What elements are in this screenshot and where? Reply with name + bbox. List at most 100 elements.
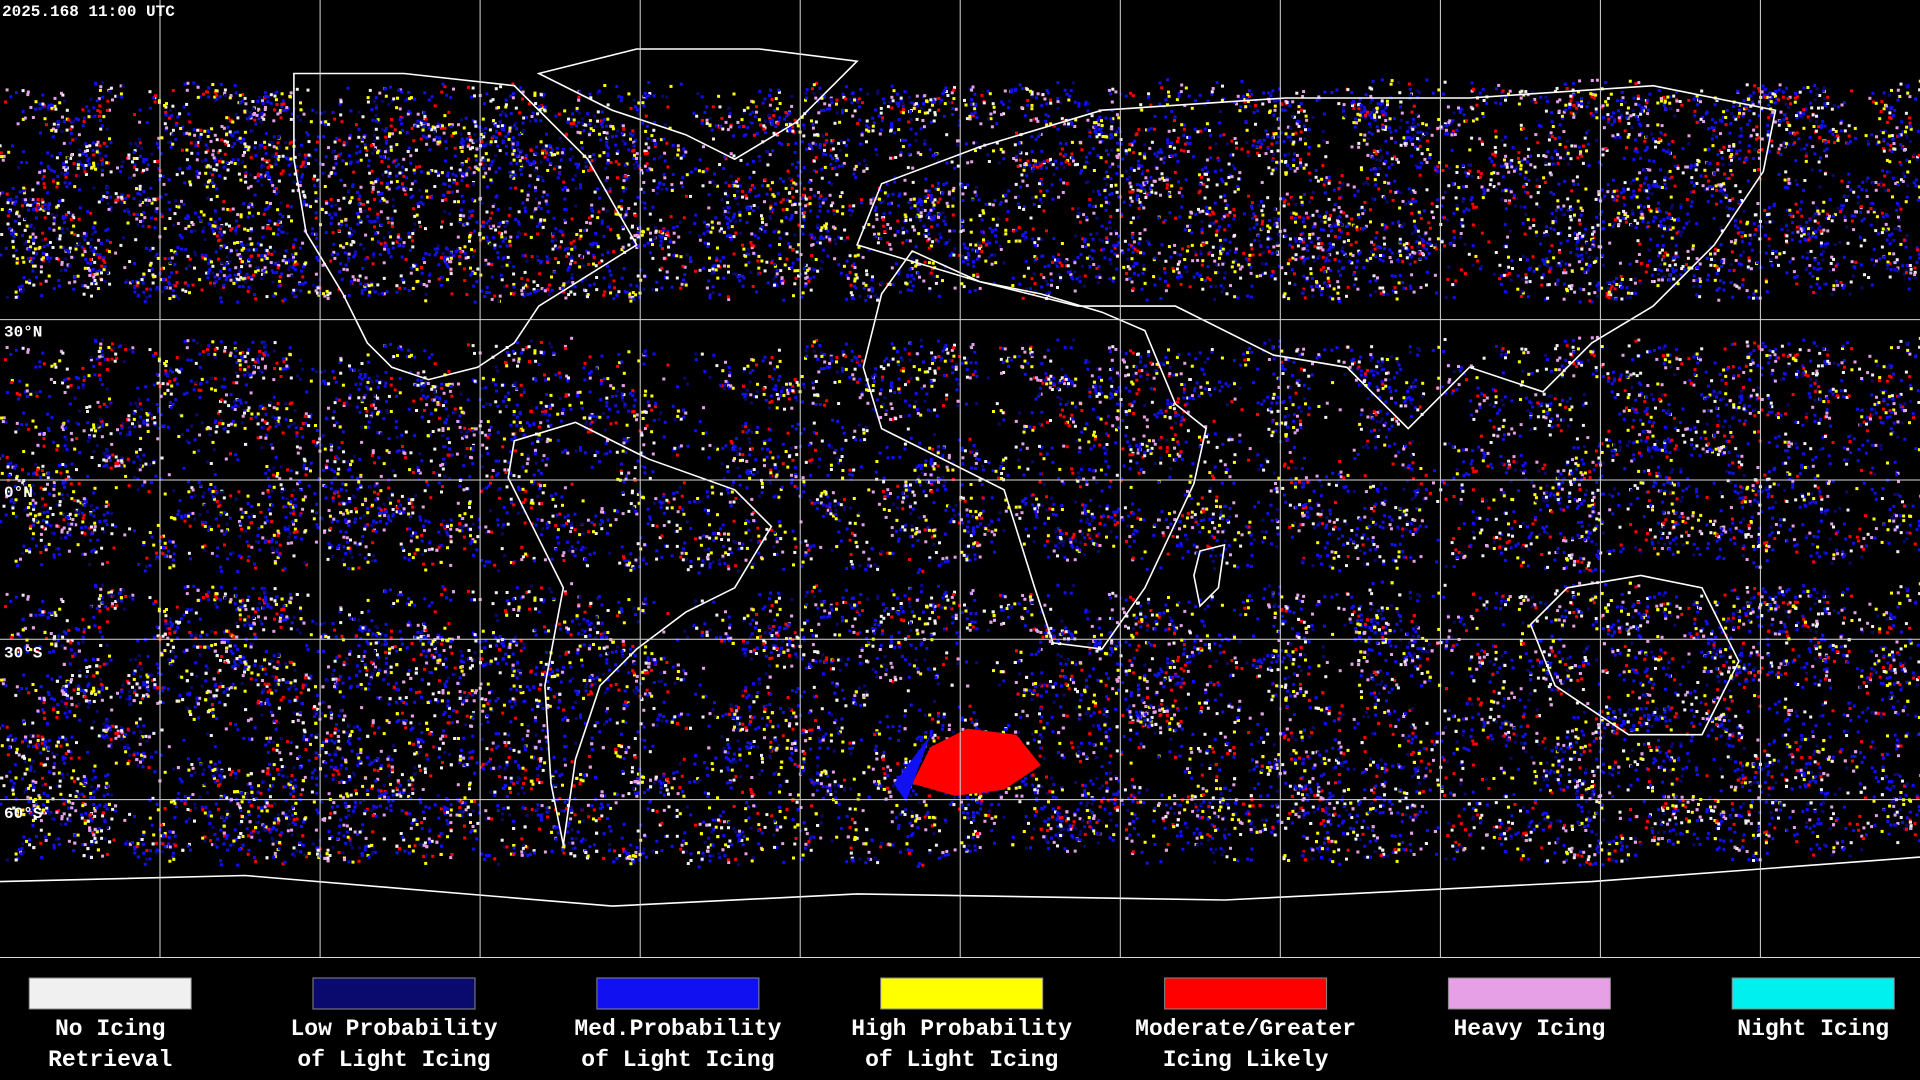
icing-pixel xyxy=(1122,266,1125,269)
icing-pixel xyxy=(686,253,689,256)
icing-pixel xyxy=(1756,261,1759,264)
icing-pixel xyxy=(785,216,788,219)
icing-pixel xyxy=(1669,225,1672,228)
icing-pixel xyxy=(1212,246,1215,249)
icing-pixel xyxy=(457,236,460,239)
icing-pixel xyxy=(1709,253,1712,256)
icing-pixel xyxy=(1826,96,1829,99)
icing-pixel xyxy=(961,192,964,195)
icing-pixel xyxy=(915,215,918,218)
icing-pixel xyxy=(1302,217,1305,220)
icing-pixel xyxy=(593,256,596,259)
icing-pixel xyxy=(1588,256,1591,259)
icing-pixel xyxy=(1229,241,1232,244)
icing-pixel xyxy=(1260,200,1263,203)
icing-pixel xyxy=(928,238,931,241)
icing-pixel xyxy=(546,158,549,161)
icing-pixel xyxy=(1267,238,1270,241)
icing-pixel xyxy=(921,200,924,203)
icing-pixel xyxy=(277,141,280,144)
icing-pixel xyxy=(234,84,237,87)
icing-pixel xyxy=(915,102,918,105)
icing-pixel xyxy=(1200,176,1203,179)
icing-pixel xyxy=(831,157,834,160)
icing-pixel xyxy=(909,198,912,201)
icing-pixel xyxy=(400,274,403,277)
icing-pixel xyxy=(544,289,547,292)
icing-pixel xyxy=(944,223,947,226)
icing-pixel xyxy=(1323,91,1326,94)
icing-pixel xyxy=(1500,165,1503,168)
icing-pixel xyxy=(1068,95,1071,98)
icing-pixel xyxy=(766,193,769,196)
icing-pixel xyxy=(606,265,609,268)
icing-pixel xyxy=(1308,128,1311,131)
icing-pixel xyxy=(1665,211,1668,214)
icing-pixel xyxy=(350,110,353,113)
icing-pixel xyxy=(35,216,38,219)
icing-pixel xyxy=(681,265,684,268)
icing-pixel xyxy=(248,212,251,215)
icing-pixel xyxy=(256,100,259,103)
icing-pixel xyxy=(525,154,528,157)
icing-pixel xyxy=(889,101,892,104)
icing-pixel xyxy=(944,216,947,219)
icing-pixel xyxy=(895,262,898,265)
icing-pixel xyxy=(1557,206,1560,209)
icing-pixel xyxy=(820,226,823,229)
icing-pixel xyxy=(1871,258,1874,261)
icing-pixel xyxy=(1448,119,1451,122)
icing-pixel xyxy=(1180,84,1183,87)
icing-pixel xyxy=(1568,264,1571,267)
icing-pixel xyxy=(1570,189,1573,192)
icing-pixel xyxy=(22,89,25,92)
icing-pixel xyxy=(1293,272,1296,275)
icing-pixel xyxy=(627,148,630,151)
icing-pixel xyxy=(918,110,921,113)
icing-pixel xyxy=(168,297,171,300)
icing-pixel xyxy=(339,244,342,247)
icing-pixel xyxy=(1302,290,1305,293)
icing-pixel xyxy=(1088,135,1091,138)
icing-pixel xyxy=(226,255,229,258)
icing-pixel xyxy=(1453,112,1456,115)
icing-pixel xyxy=(1000,148,1003,151)
icing-pixel xyxy=(1377,173,1380,176)
icing-pixel xyxy=(220,83,223,86)
icing-pixel xyxy=(1714,252,1717,255)
icing-pixel xyxy=(1351,102,1354,105)
icing-pixel xyxy=(1164,219,1167,222)
icing-pixel xyxy=(1566,197,1569,200)
icing-pixel xyxy=(909,280,912,283)
icing-pixel xyxy=(210,127,213,130)
icing-pixel xyxy=(459,214,462,217)
icing-pixel xyxy=(1640,216,1643,219)
icing-pixel xyxy=(413,172,416,175)
icing-pixel xyxy=(819,242,822,245)
icing-pixel xyxy=(1626,116,1629,119)
icing-pixel xyxy=(1223,194,1226,197)
icing-pixel xyxy=(1376,125,1379,128)
icing-pixel xyxy=(966,183,969,186)
icing-pixel xyxy=(1802,127,1805,130)
icing-pixel xyxy=(593,158,596,161)
icing-pixel xyxy=(38,102,41,105)
icing-pixel xyxy=(1402,247,1405,250)
icing-pixel xyxy=(499,85,502,88)
icing-pixel xyxy=(368,208,371,211)
icing-pixel xyxy=(204,257,207,260)
icing-pixel xyxy=(1288,282,1291,285)
icing-pixel xyxy=(1277,135,1280,138)
icing-pixel xyxy=(1112,277,1115,280)
icing-pixel xyxy=(1115,244,1118,247)
icing-pixel xyxy=(1802,189,1805,192)
icing-pixel xyxy=(512,293,515,296)
icing-pixel xyxy=(1504,99,1507,102)
icing-pixel xyxy=(1876,215,1879,218)
icing-pixel xyxy=(856,101,859,104)
icing-pixel xyxy=(204,254,207,257)
icing-pixel xyxy=(1397,81,1400,84)
icing-pixel xyxy=(1385,106,1388,109)
icing-pixel xyxy=(1740,134,1743,137)
icing-pixel xyxy=(630,107,633,110)
